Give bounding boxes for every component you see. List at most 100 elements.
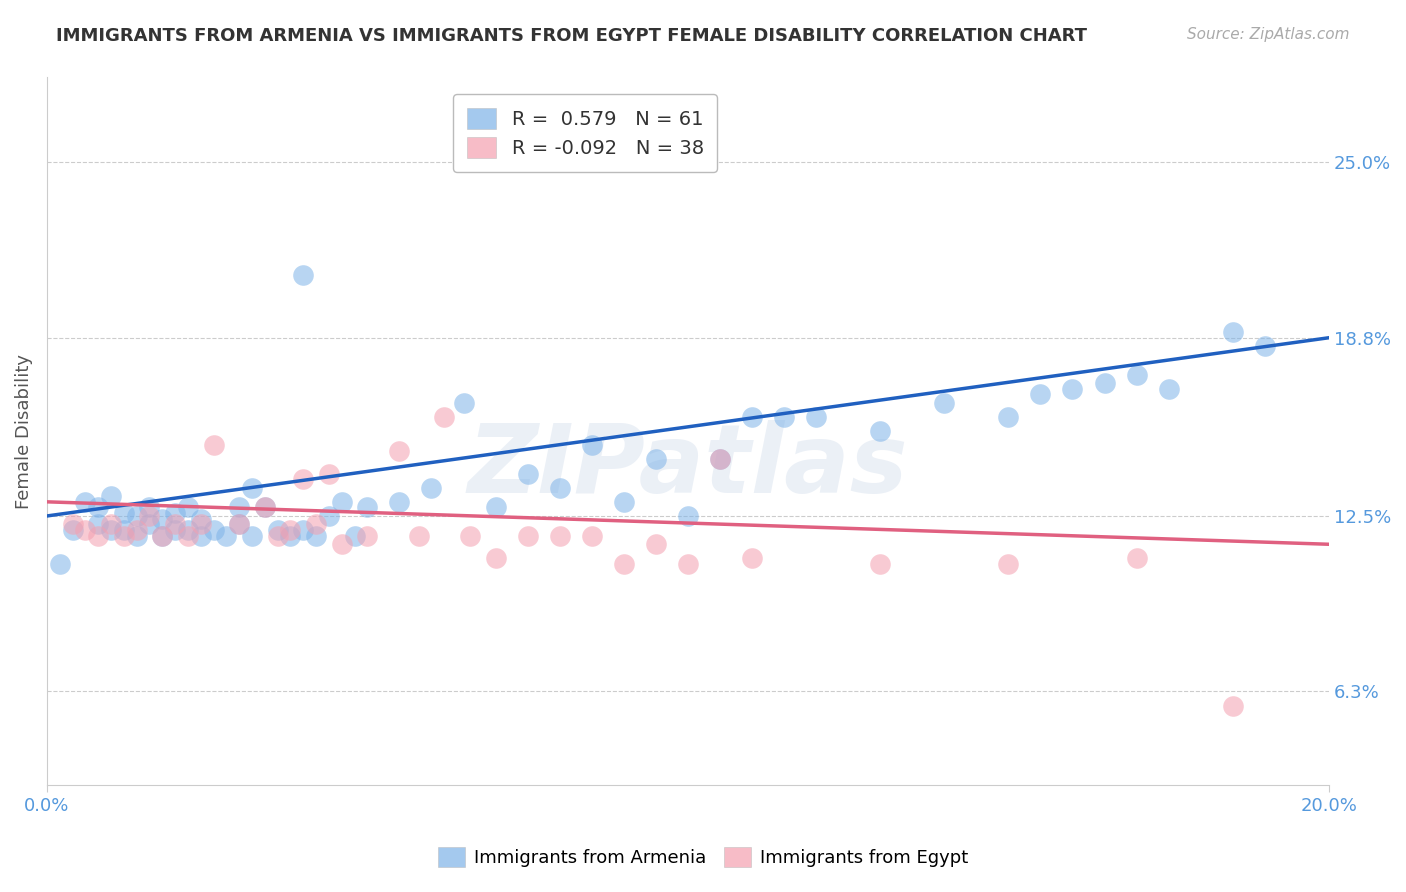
Point xyxy=(644,537,666,551)
Point xyxy=(408,529,430,543)
Point xyxy=(240,481,263,495)
Point xyxy=(997,409,1019,424)
Point xyxy=(356,500,378,515)
Point xyxy=(165,506,187,520)
Point xyxy=(150,529,173,543)
Point xyxy=(453,396,475,410)
Point xyxy=(305,517,328,532)
Point xyxy=(125,523,148,537)
Point xyxy=(100,517,122,532)
Point xyxy=(388,495,411,509)
Point xyxy=(709,452,731,467)
Legend: Immigrants from Armenia, Immigrants from Egypt: Immigrants from Armenia, Immigrants from… xyxy=(430,839,976,874)
Point xyxy=(581,438,603,452)
Point xyxy=(318,508,340,523)
Point xyxy=(100,489,122,503)
Point xyxy=(112,506,135,520)
Point xyxy=(420,481,443,495)
Point xyxy=(280,523,302,537)
Point xyxy=(709,452,731,467)
Point xyxy=(433,409,456,424)
Point xyxy=(177,529,200,543)
Point xyxy=(516,467,538,481)
Point xyxy=(484,500,506,515)
Point xyxy=(458,529,481,543)
Text: Source: ZipAtlas.com: Source: ZipAtlas.com xyxy=(1187,27,1350,42)
Point xyxy=(138,517,160,532)
Point xyxy=(280,529,302,543)
Point xyxy=(190,517,212,532)
Point xyxy=(548,481,571,495)
Point xyxy=(934,396,956,410)
Point xyxy=(1222,698,1244,713)
Point xyxy=(112,529,135,543)
Point xyxy=(240,529,263,543)
Point xyxy=(1157,382,1180,396)
Point xyxy=(1094,376,1116,390)
Point xyxy=(388,443,411,458)
Point xyxy=(548,529,571,543)
Point xyxy=(1254,339,1277,353)
Point xyxy=(75,495,97,509)
Point xyxy=(112,523,135,537)
Point xyxy=(165,523,187,537)
Point xyxy=(266,523,288,537)
Point xyxy=(356,529,378,543)
Point xyxy=(87,500,110,515)
Point xyxy=(202,438,225,452)
Point xyxy=(292,268,315,283)
Point xyxy=(318,467,340,481)
Point xyxy=(87,529,110,543)
Point xyxy=(228,500,250,515)
Legend: R =  0.579   N = 61, R = -0.092   N = 38: R = 0.579 N = 61, R = -0.092 N = 38 xyxy=(453,95,717,171)
Point xyxy=(62,517,84,532)
Point xyxy=(138,500,160,515)
Point xyxy=(1222,325,1244,339)
Point xyxy=(228,517,250,532)
Point xyxy=(100,523,122,537)
Point xyxy=(253,500,276,515)
Point xyxy=(1062,382,1084,396)
Point xyxy=(165,517,187,532)
Point xyxy=(75,523,97,537)
Point xyxy=(869,557,891,571)
Point xyxy=(228,517,250,532)
Point xyxy=(292,472,315,486)
Point xyxy=(330,537,353,551)
Point xyxy=(773,409,796,424)
Point xyxy=(644,452,666,467)
Point xyxy=(484,551,506,566)
Point xyxy=(516,529,538,543)
Point xyxy=(292,523,315,537)
Point xyxy=(190,529,212,543)
Point xyxy=(190,512,212,526)
Point xyxy=(613,495,636,509)
Point xyxy=(177,500,200,515)
Point xyxy=(676,508,699,523)
Point xyxy=(87,517,110,532)
Point xyxy=(741,409,763,424)
Point xyxy=(1029,387,1052,401)
Point xyxy=(150,529,173,543)
Point xyxy=(1125,368,1147,382)
Point xyxy=(62,523,84,537)
Point xyxy=(125,529,148,543)
Point xyxy=(676,557,699,571)
Point xyxy=(613,557,636,571)
Text: IMMIGRANTS FROM ARMENIA VS IMMIGRANTS FROM EGYPT FEMALE DISABILITY CORRELATION C: IMMIGRANTS FROM ARMENIA VS IMMIGRANTS FR… xyxy=(56,27,1087,45)
Point xyxy=(343,529,366,543)
Point xyxy=(330,495,353,509)
Point xyxy=(581,529,603,543)
Point xyxy=(253,500,276,515)
Point xyxy=(48,557,70,571)
Point xyxy=(997,557,1019,571)
Point xyxy=(1125,551,1147,566)
Point xyxy=(741,551,763,566)
Point xyxy=(869,424,891,438)
Point xyxy=(150,512,173,526)
Point xyxy=(215,529,238,543)
Point xyxy=(804,409,827,424)
Point xyxy=(305,529,328,543)
Text: ZIPatlas: ZIPatlas xyxy=(468,420,908,513)
Point xyxy=(138,508,160,523)
